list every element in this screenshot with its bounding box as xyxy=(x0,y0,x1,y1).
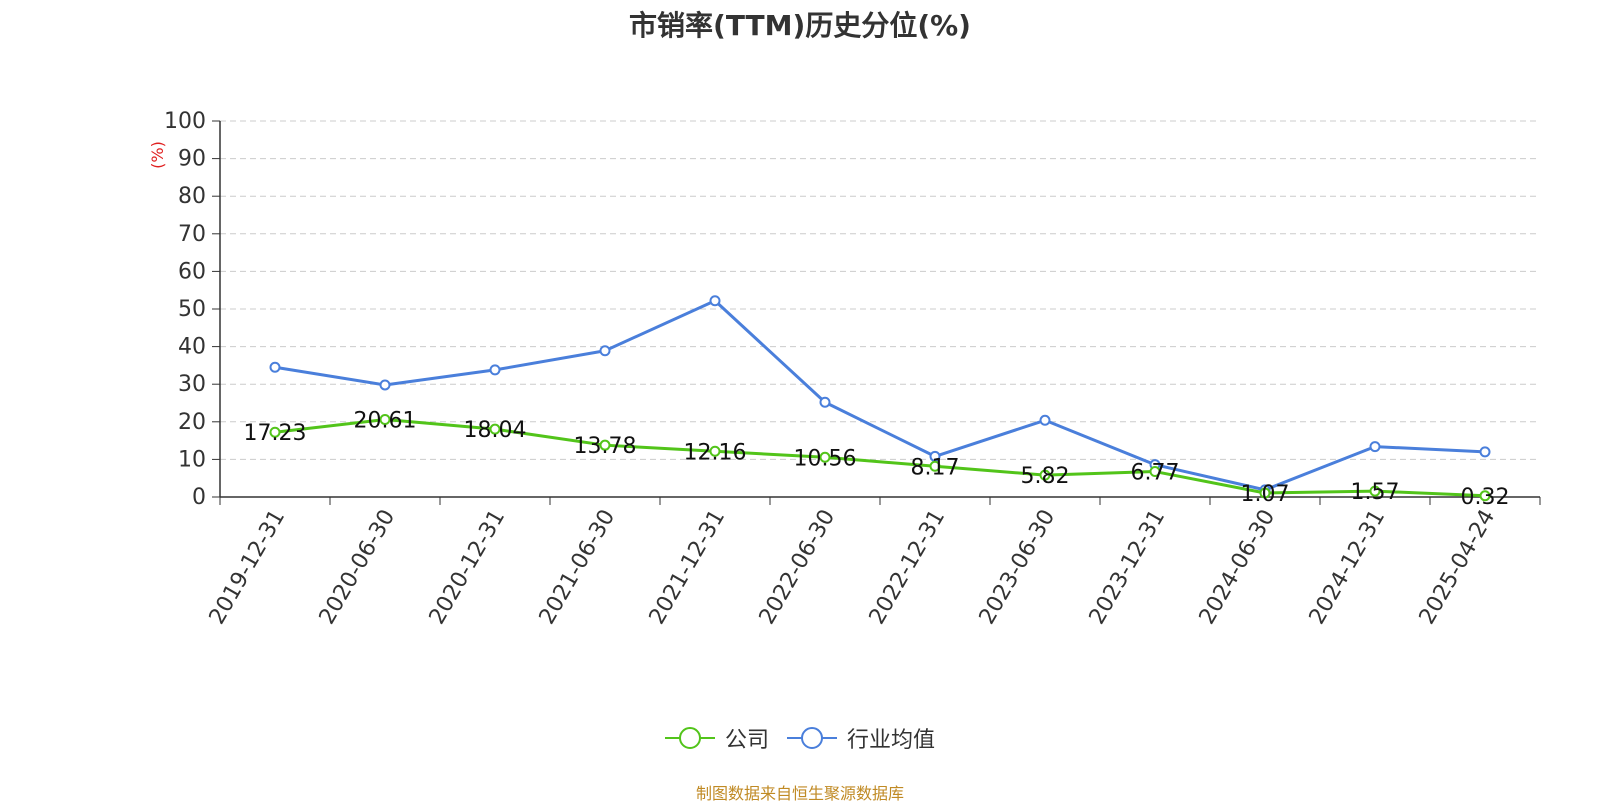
data-label: 1.57 xyxy=(1351,480,1400,505)
y-tick-label: 80 xyxy=(178,184,206,209)
legend-company-icon xyxy=(664,727,715,749)
x-tick-label: 2024-06-30 xyxy=(1195,506,1281,629)
data-point-company xyxy=(709,445,721,457)
x-tick-label: 2023-06-30 xyxy=(975,506,1061,629)
legend-label-industry: 行业均值 xyxy=(847,728,936,753)
data-point-company xyxy=(1259,487,1271,499)
x-tick-label: 2019-12-31 xyxy=(205,506,291,629)
data-label: 0.32 xyxy=(1461,485,1510,510)
legend-item-industry[interactable]: 行业均值 xyxy=(787,722,935,754)
data-point-company xyxy=(1479,490,1491,502)
data-point-company xyxy=(379,414,391,426)
y-tick-label: 20 xyxy=(178,410,206,435)
y-tick-label: 50 xyxy=(178,297,206,322)
data-point-company xyxy=(819,451,831,463)
x-tick-label: 2021-12-31 xyxy=(645,506,731,629)
x-tick-label: 2021-06-30 xyxy=(535,506,621,629)
y-tick-label: 10 xyxy=(178,447,206,472)
data-point-company xyxy=(489,423,501,435)
data-label: 1.07 xyxy=(1241,482,1290,507)
data-point-industry xyxy=(269,361,281,373)
data-label: 10.56 xyxy=(794,446,857,471)
y-tick-label: 90 xyxy=(178,147,206,172)
data-point-company xyxy=(599,439,611,451)
data-label: 12.16 xyxy=(684,440,747,465)
x-tick-label: 2023-12-31 xyxy=(1085,506,1171,629)
data-point-company xyxy=(1039,469,1051,481)
chart-title: 市销率(TTM)历史分位(%) xyxy=(629,9,971,42)
data-point-industry xyxy=(1479,446,1491,458)
x-tick-label: 2022-06-30 xyxy=(755,506,841,629)
data-label: 5.82 xyxy=(1021,464,1070,489)
x-tick-label: 2025-04-24 xyxy=(1415,506,1501,629)
series-line-industry xyxy=(274,299,1486,492)
data-point-company xyxy=(1369,485,1381,497)
data-point-industry xyxy=(379,379,391,391)
data-point-industry xyxy=(1369,441,1381,453)
y-axis-label: (%) xyxy=(148,141,167,169)
y-tick-label: 60 xyxy=(178,259,206,284)
data-point-company xyxy=(1149,466,1161,478)
data-point-industry xyxy=(489,364,501,376)
x-tick-label: 2022-12-31 xyxy=(865,506,951,629)
data-point-company xyxy=(929,460,941,472)
legend-item-company[interactable]: 公司 xyxy=(664,722,769,754)
y-tick-label: 0 xyxy=(192,485,206,510)
data-point-industry xyxy=(819,396,831,408)
data-label: 6.77 xyxy=(1131,461,1180,486)
x-tick-label: 2024-12-31 xyxy=(1305,506,1391,629)
y-tick-label: 100 xyxy=(164,109,206,134)
data-point-company xyxy=(269,426,281,438)
y-tick-label: 40 xyxy=(178,335,206,360)
source-note: 制图数据来自恒生聚源数据库 xyxy=(695,784,904,803)
x-tick-label: 2020-12-31 xyxy=(425,506,511,629)
x-tick-label: 2020-06-30 xyxy=(315,506,401,629)
series-line-company xyxy=(274,418,1486,498)
legend-label-company: 公司 xyxy=(724,728,769,753)
legend: 公司 行业均值 xyxy=(0,722,1600,754)
data-point-industry xyxy=(599,345,611,357)
data-label: 8.17 xyxy=(911,455,960,480)
data-point-industry xyxy=(709,295,721,307)
data-label: 18.04 xyxy=(464,418,527,443)
data-label: 13.78 xyxy=(574,434,637,459)
data-label: 17.23 xyxy=(244,421,307,446)
y-tick-label: 70 xyxy=(178,222,206,247)
y-tick-label: 30 xyxy=(178,372,206,397)
data-label: 20.61 xyxy=(354,409,417,434)
data-point-industry xyxy=(1039,414,1051,426)
legend-industry-icon xyxy=(787,727,837,749)
